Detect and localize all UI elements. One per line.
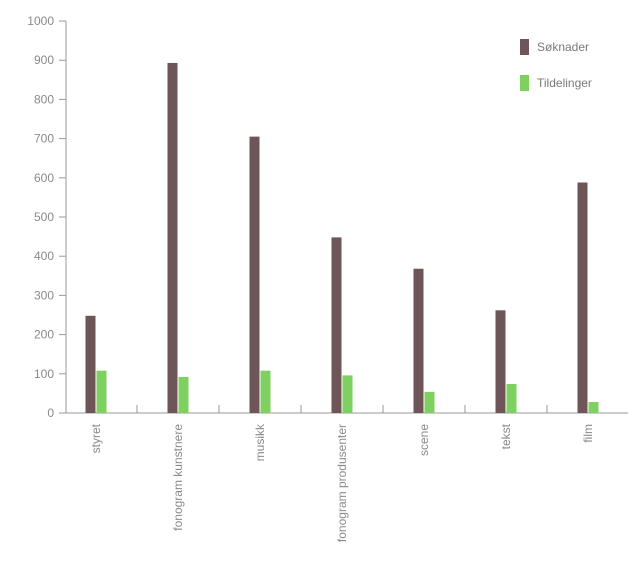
y-tick-label: 600: [34, 171, 54, 185]
legend-swatch-0: [520, 39, 529, 55]
y-tick-label: 500: [34, 210, 54, 224]
x-category-label: styret: [89, 423, 103, 453]
bar-tildelinger-1: [178, 376, 189, 413]
legend-label-1: Tildelinger: [537, 76, 592, 90]
legend: Søknader Tildelinger: [520, 39, 592, 91]
bars: [85, 62, 599, 413]
x-category-label: fonogram kunstnere: [171, 424, 185, 531]
bar-tildelinger-6: [588, 402, 599, 413]
bar-soknader-5: [495, 310, 506, 413]
bar-soknader-4: [413, 268, 424, 413]
x-category-label: scene: [417, 424, 431, 456]
bar-soknader-3: [331, 237, 342, 413]
bar-tildelinger-5: [506, 383, 517, 413]
bar-tildelinger-3: [342, 375, 353, 413]
legend-swatch-1: [520, 75, 529, 91]
y-tick-label: 1000: [27, 14, 54, 28]
category-labels: styret fonogram kunstnere musikk fonogram p…: [89, 423, 595, 542]
y-tick-label: 700: [34, 132, 54, 146]
bar-soknader-2: [249, 136, 260, 413]
bar-soknader-1: [167, 62, 178, 413]
y-axis: 0 100 200 300 400 500 600 700 800 900 1000: [27, 14, 67, 420]
y-tick-label: 100: [34, 367, 54, 381]
bar-soknader-0: [85, 315, 96, 413]
legend-label-0: Søknader: [537, 40, 589, 54]
bar-tildelinger-4: [424, 391, 435, 413]
x-category-label: fonogram produsenter: [335, 424, 349, 542]
x-category-label: tekst: [499, 423, 513, 449]
y-tick-label: 800: [34, 92, 54, 106]
x-category-label: musikk: [253, 423, 267, 461]
y-tick-label: 200: [34, 328, 54, 342]
x-category-label: film: [581, 424, 595, 443]
y-tick-label: 400: [34, 249, 54, 263]
bar-tildelinger-2: [260, 370, 271, 413]
bar-tildelinger-0: [96, 370, 107, 413]
y-tick-label: 900: [34, 53, 54, 67]
y-tick-label: 0: [47, 406, 54, 420]
bar-soknader-6: [577, 182, 588, 413]
y-tick-label: 300: [34, 288, 54, 302]
